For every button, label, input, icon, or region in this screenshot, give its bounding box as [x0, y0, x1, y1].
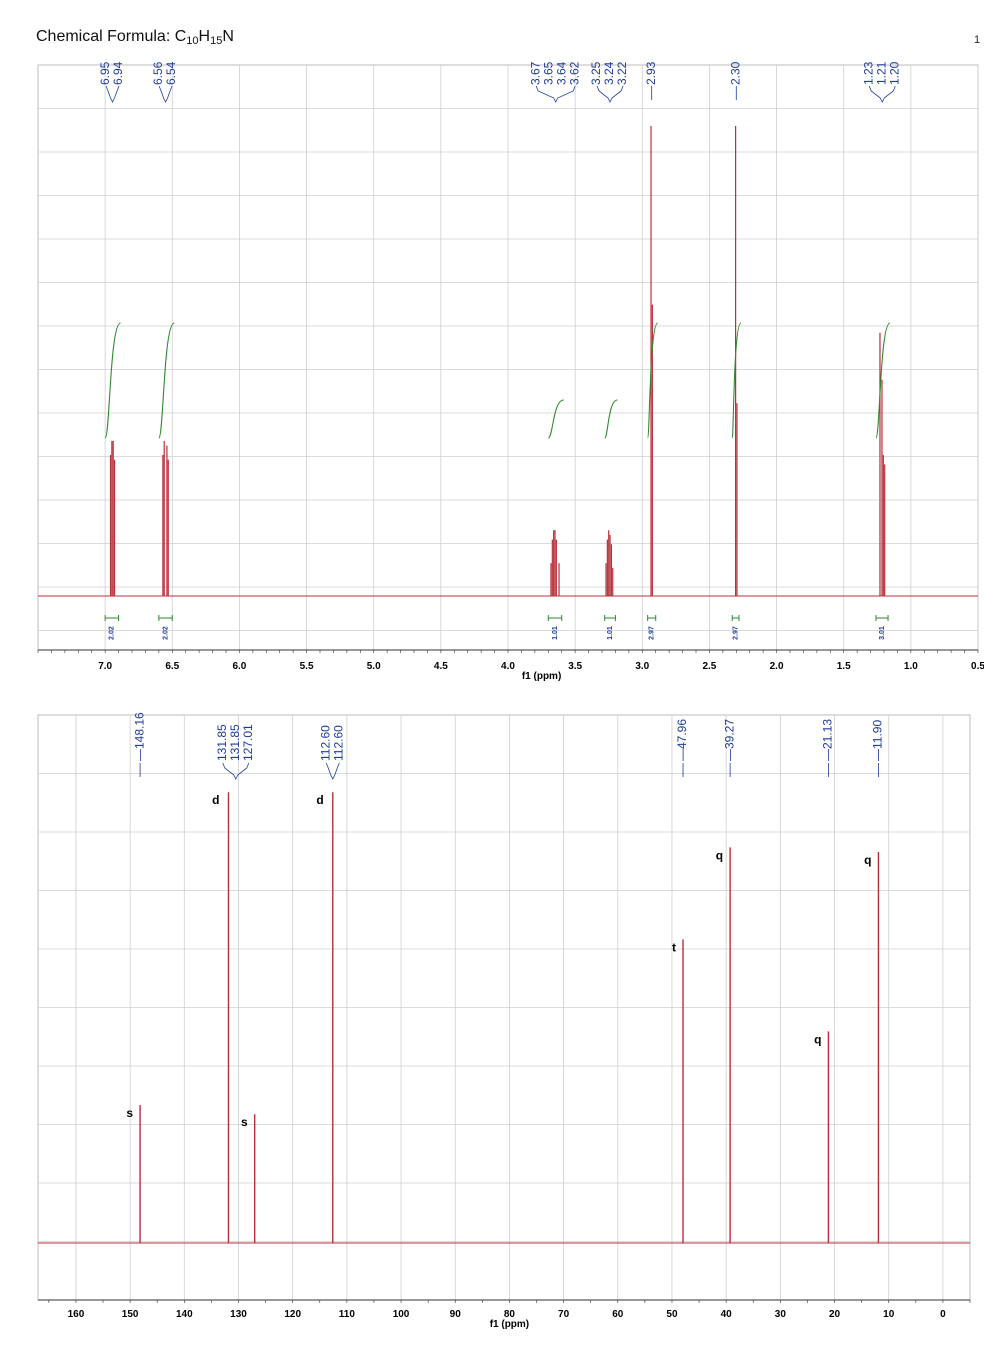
peak-label: 3.65 — [541, 61, 555, 85]
peak-label: 3.22 — [615, 61, 629, 85]
integral-value: 2.02 — [109, 626, 116, 640]
x-tick-label: 1.0 — [904, 661, 918, 672]
peak-label-bracket — [158, 85, 173, 103]
x-tick-label: 130 — [230, 1309, 247, 1320]
x-tick-label: 150 — [122, 1309, 139, 1320]
formula-hydrogen: H — [198, 28, 211, 45]
x-tick-label: 60 — [612, 1309, 624, 1320]
integral-value: 2.97 — [732, 626, 739, 640]
peak-label: 131.85 — [228, 724, 242, 761]
x-tick-label: 0 — [940, 1309, 946, 1320]
peak-label: 3.67 — [528, 61, 542, 85]
multiplicity-label: t — [672, 940, 676, 954]
peak-label: 6.94 — [111, 61, 125, 85]
peak-label: 131.85 — [215, 724, 229, 761]
peak-label: 6.95 — [98, 61, 112, 85]
peak-label: 2.93 — [644, 61, 658, 85]
multiplicity-label: s — [126, 1106, 133, 1120]
integral-curve — [731, 322, 742, 439]
x-tick-label: 10 — [883, 1309, 895, 1320]
integral-curve — [875, 322, 891, 439]
formula-nitrogen: N — [222, 28, 234, 45]
x-tick-label: 5.0 — [367, 661, 381, 672]
peak-label: 3.64 — [554, 61, 568, 85]
c-nmr-spectrum: 160 150 140 130 120 110 100 90 80 70 60 50 40 30 20 10 0… — [37, 712, 971, 1330]
integral-value: 3.01 — [879, 626, 886, 640]
h-nmr-spectrum: 7.0 6.5 6.0 5.5 5.0 4.5 4.0 3.5 3.0 2.5 2.0 1.5 1.0 0… — [37, 61, 984, 682]
x-tick-label: 4.0 — [501, 661, 515, 672]
peak-label: —11.90 — [871, 720, 885, 761]
x-tick-label: 7.0 — [98, 661, 112, 672]
peak-label: 112.60 — [318, 725, 332, 761]
x-tick-label: 20 — [829, 1309, 841, 1320]
formula-hydrogen-count: 15 — [210, 35, 223, 47]
peak-label: 2.30 — [728, 61, 742, 85]
integral-value: 1.01 — [552, 626, 559, 640]
multiplicity-label: s — [241, 1115, 248, 1129]
x-tick-label: 2.5 — [702, 661, 716, 672]
integral-curve — [104, 322, 122, 439]
x-tick-label: 90 — [450, 1309, 462, 1320]
multiplicity-label: d — [316, 793, 323, 807]
multiplicity-label: q — [814, 1032, 821, 1046]
x-tick-label: 80 — [504, 1309, 516, 1320]
x-tick-label: 0.5 — [971, 661, 984, 672]
peak-label-bracket — [325, 762, 340, 780]
x-tick-label: 70 — [558, 1309, 570, 1320]
peak-label: —47.96 — [675, 719, 689, 761]
peak-label: —148.16 — [132, 712, 146, 761]
peak-label: 1.23 — [861, 61, 875, 85]
peak-label: 1.21 — [874, 61, 888, 85]
x-tick-label: 140 — [176, 1309, 193, 1320]
x-tick-label: 100 — [393, 1309, 410, 1320]
x-tick-label: 3.5 — [568, 661, 582, 672]
peak-label-bracket — [535, 85, 576, 103]
multiplicity-label: d — [212, 793, 219, 807]
integral-curve — [158, 322, 175, 439]
integral-value: 1.01 — [607, 626, 614, 640]
x-tick-label: 110 — [339, 1309, 356, 1320]
page-mark: 1 — [974, 34, 981, 46]
multiplicity-label: q — [864, 853, 871, 867]
multiplicity-label: q — [716, 848, 723, 862]
peak-label: —21.13 — [821, 719, 835, 761]
peak-label: 1.20 — [887, 61, 901, 85]
peak-label: 3.62 — [567, 61, 581, 85]
x-tick-label: 50 — [666, 1309, 678, 1320]
peak-label: 127.01 — [241, 724, 255, 761]
peak-label: 6.54 — [164, 61, 178, 85]
x-tick-label: 5.5 — [300, 661, 314, 672]
x-tick-label: 3.0 — [635, 661, 649, 672]
peak-label-bracket — [105, 85, 120, 103]
peak-label: 6.56 — [151, 61, 165, 85]
integral-curve — [604, 399, 618, 439]
formula-carbon-count: 10 — [186, 35, 199, 47]
peak-label-bracket — [596, 85, 624, 103]
x-tick-label: 4.5 — [434, 661, 448, 672]
x-axis-label: f1 (ppm) — [522, 671, 561, 682]
peak-label-bracket — [222, 762, 250, 780]
peak-label: —39.27 — [722, 719, 736, 761]
x-tick-label: 2.0 — [770, 661, 784, 672]
peak-label: 3.25 — [589, 61, 603, 85]
x-tick-label: 1.5 — [837, 661, 851, 672]
integral-curve — [647, 322, 659, 439]
x-tick-label: 30 — [775, 1309, 787, 1320]
x-axis-label: f1 (ppm) — [490, 1319, 529, 1330]
integral-value: 2.02 — [162, 626, 169, 640]
x-tick-label: 120 — [284, 1309, 301, 1320]
integral-value: 2.97 — [649, 626, 656, 640]
x-tick-label: 6.0 — [232, 661, 246, 672]
chemical-formula-title: Chemical Formula: C10H15N — [36, 28, 234, 47]
peak-label: 112.60 — [331, 725, 345, 761]
x-tick-label: 160 — [68, 1309, 85, 1320]
x-tick-label: 6.5 — [165, 661, 179, 672]
integral-curve — [547, 399, 564, 439]
formula-prefix: Chemical Formula: C — [36, 28, 187, 45]
peak-label-bracket — [868, 85, 896, 103]
peak-label: 3.24 — [602, 61, 616, 85]
x-tick-label: 40 — [721, 1309, 733, 1320]
